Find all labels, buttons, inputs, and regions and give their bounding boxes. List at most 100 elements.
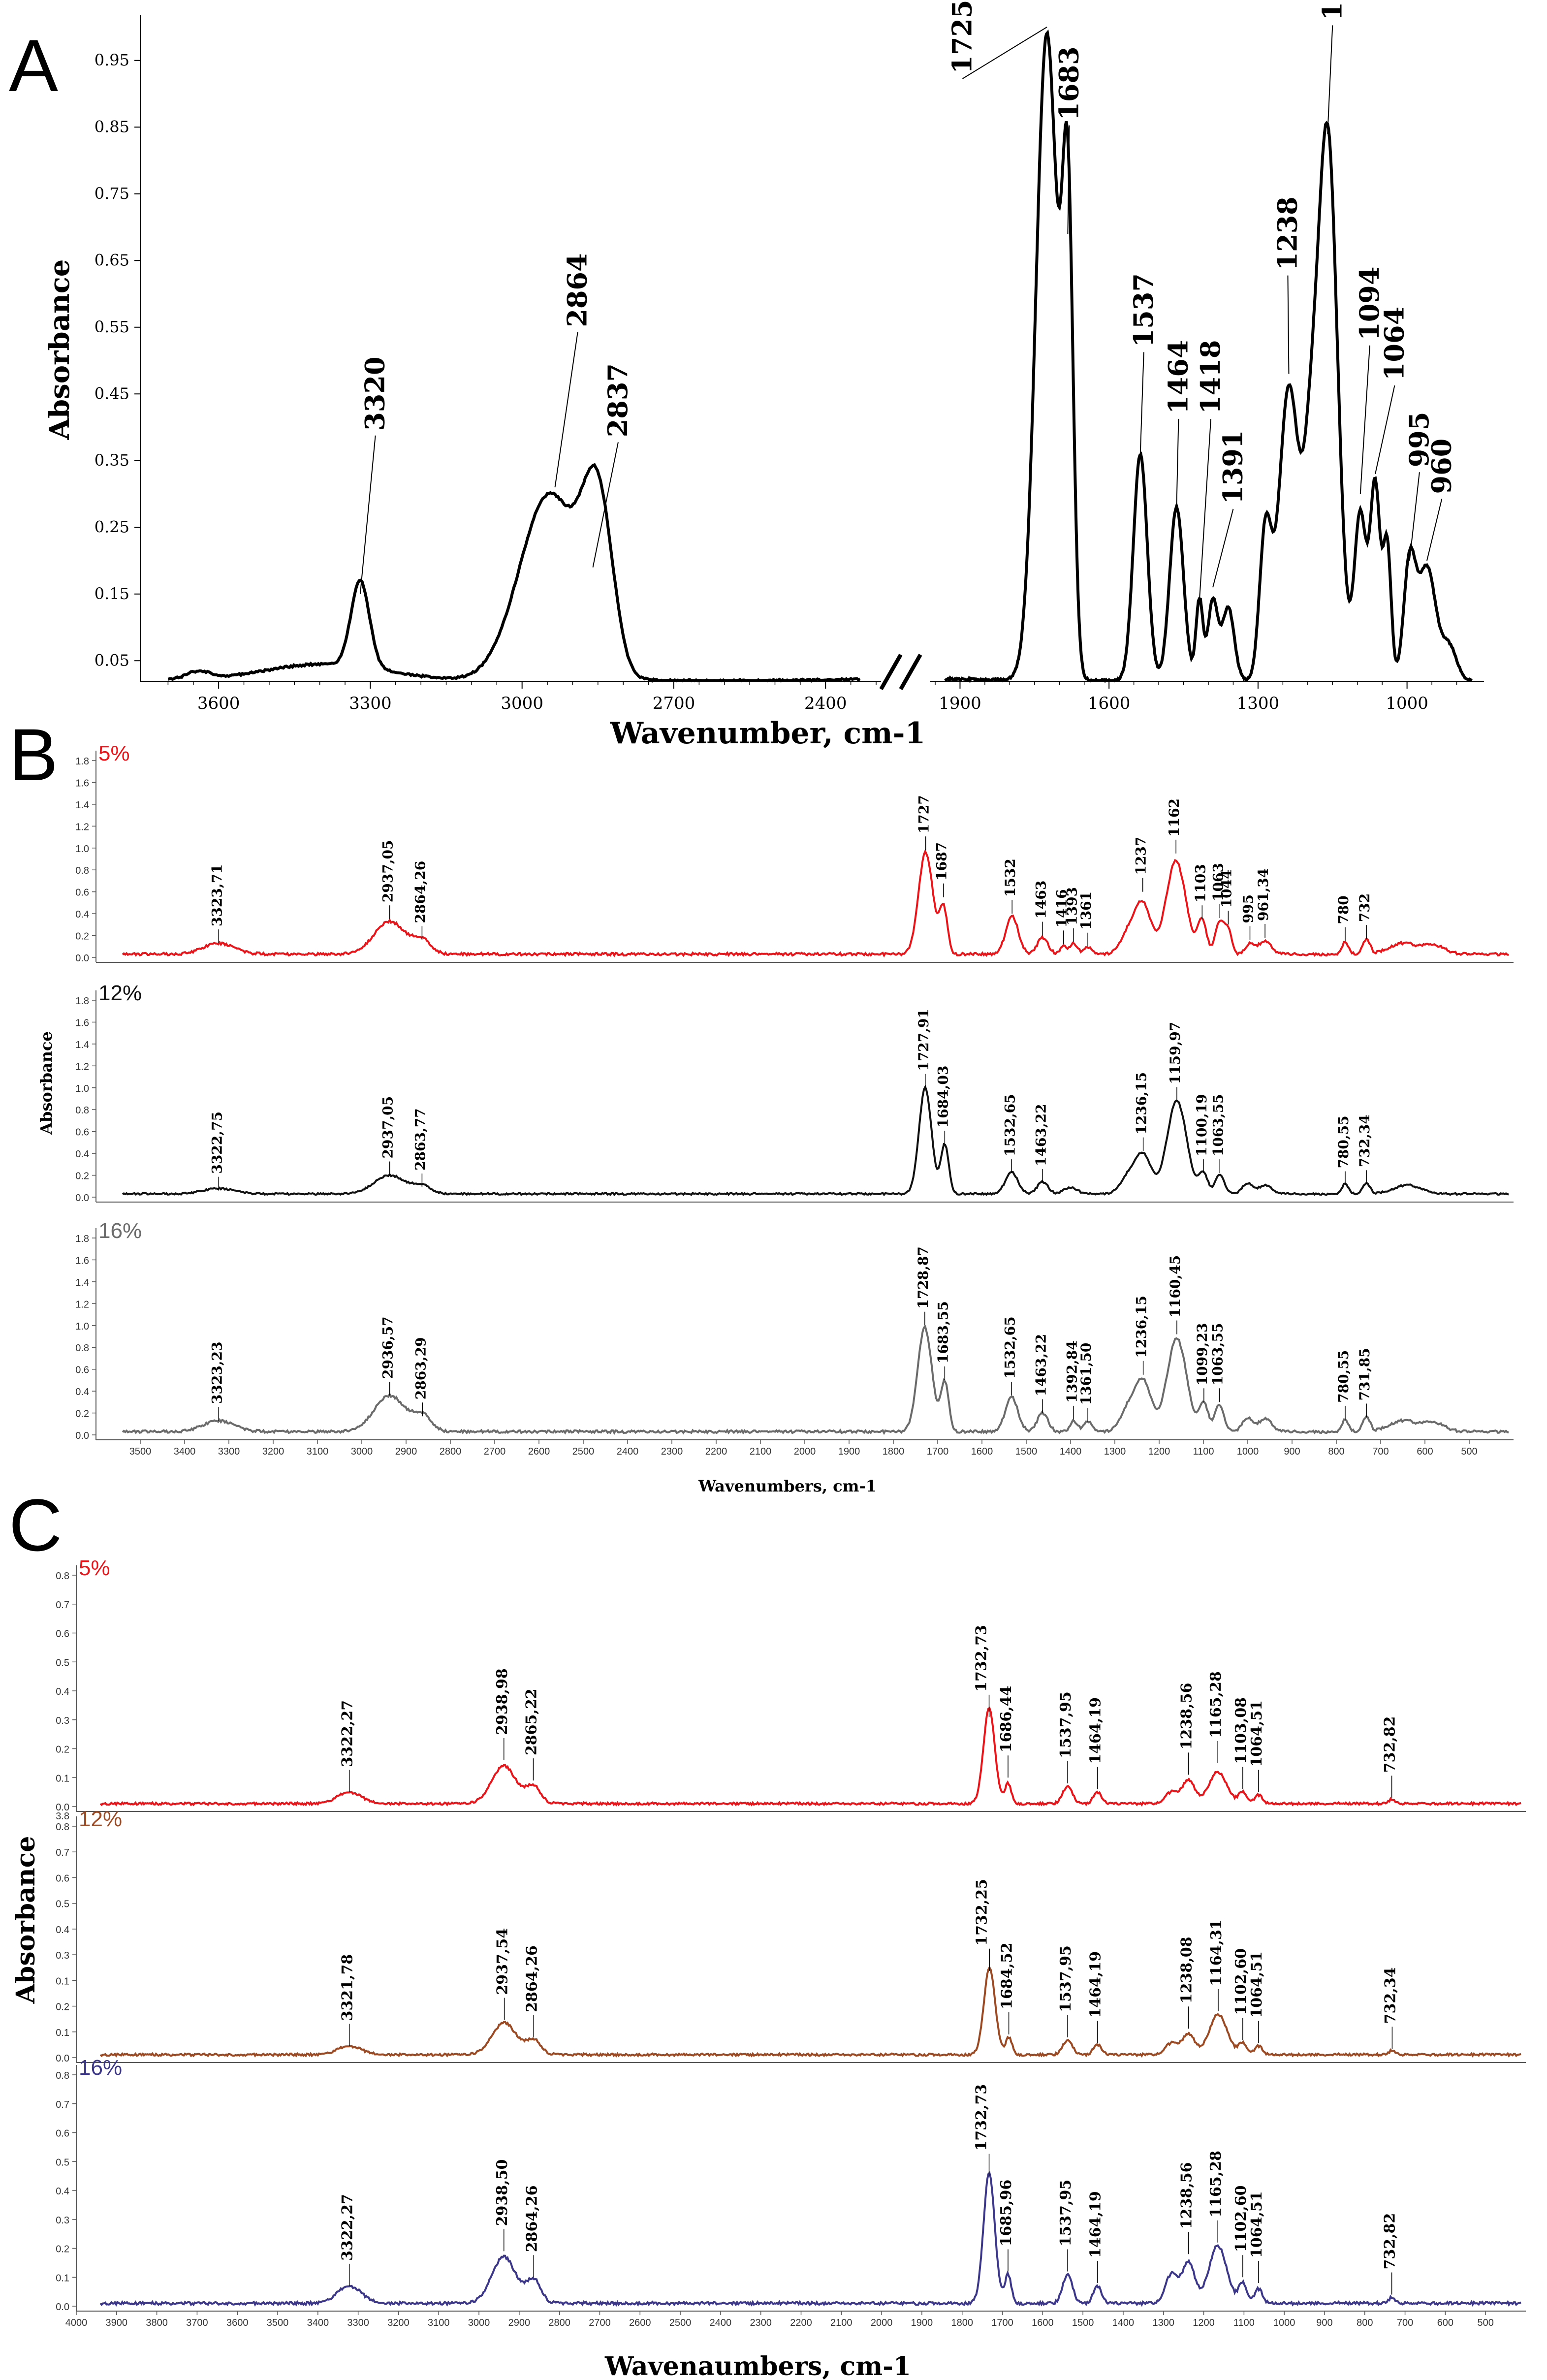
x-tick-label: 2300: [750, 2317, 772, 2328]
peak-label: 780,55: [1335, 1350, 1352, 1403]
x-tick-label: 2400: [710, 2317, 732, 2328]
subplot-12%: 0.0 0.1 0.2 0.1 0.3 0.4 0.5 0.6 0.7 0.83.8 12% 3321…: [56, 1807, 1526, 2064]
x-tick-label: 1900: [939, 694, 981, 713]
x-tick-label: 1600: [971, 1446, 993, 1457]
x-tick-label: 3200: [387, 2317, 410, 2328]
y-tick-label: 0.2: [56, 2244, 69, 2255]
y-tick-label: 0.5: [56, 1657, 69, 1668]
peak-label: 732,34: [1382, 1967, 1399, 2024]
y-tick-label: 0.0: [56, 2302, 69, 2313]
peak-label: 1532: [1002, 858, 1018, 897]
x-tick-label: 1400: [1112, 2317, 1135, 2328]
y-tick-label: 1.0: [75, 1321, 89, 1332]
peak-label: 2937,05: [380, 1096, 396, 1159]
x-tick-label: 1800: [951, 2317, 973, 2328]
subplot-5%: 0.0 0.2 0.4 0.6 0.8 1.0 1.2 1.4 1.6 1.8 5% 3323,71 2…: [75, 741, 1514, 964]
peak-label: 1393: [1064, 887, 1080, 925]
peak-label: 1063,55: [1209, 1323, 1226, 1386]
x-tick-label: 3800: [146, 2317, 168, 2328]
spectrum-line-12%: [99, 1965, 1521, 2058]
y-tick-label: 0.0: [75, 1193, 89, 1204]
y-tick-label: 1.4: [75, 1277, 89, 1288]
peak-label: 1100,19: [1194, 1094, 1210, 1156]
sample-label: 16%: [98, 1219, 142, 1243]
peak-leader: [1067, 125, 1070, 234]
y-tick-label: 0.6: [56, 1873, 69, 1884]
peak-label: 1463,22: [1033, 1104, 1049, 1166]
peak-leader: [1199, 418, 1212, 601]
peak-label: 2863,29: [412, 1337, 429, 1400]
peak-label: 1164,31: [1208, 1919, 1225, 1986]
x-tick-label: 3100: [428, 2317, 450, 2328]
peak-label: 1463,22: [1033, 1334, 1049, 1396]
panel-a-x-ticks: 3600 3300 3000 2700 2400 1900 1600 1300 1000: [167, 682, 1457, 713]
x-tick-label: 2700: [653, 694, 695, 713]
y-tick-label: 0.5: [56, 1899, 69, 1910]
peak-leader: [1359, 345, 1370, 494]
y-tick-label: 0.4: [75, 1149, 89, 1160]
y-tick-label: 0.95: [95, 51, 129, 69]
peak-label: 1687: [934, 842, 950, 881]
peak-label: 1165,28: [1207, 1671, 1225, 1738]
spectrum-line-16%: [122, 1325, 1509, 1435]
peak-label: 2938,50: [494, 2159, 511, 2226]
peak-label: 1685,96: [998, 2180, 1015, 2247]
x-tick-label: 2700: [589, 2317, 611, 2328]
y-tick-label: 0.4: [56, 1686, 69, 1697]
panel-a-y-axis-label: Absorbance: [43, 259, 76, 441]
spectrum-line-5%: [99, 1706, 1521, 1807]
peak-label: 1532,65: [1002, 1316, 1018, 1379]
peak-label: 1537,95: [1057, 2180, 1074, 2247]
peak-label: 1684,52: [999, 1942, 1016, 2009]
peak-label: 995: [1403, 412, 1435, 468]
y-tick-label: 0.8: [75, 865, 89, 876]
sample-label: 12%: [79, 1807, 122, 1831]
peak-label: 1727: [916, 795, 932, 833]
y-tick-label: 0.8: [56, 1822, 69, 1833]
peak-label: 1236,15: [1134, 1072, 1150, 1135]
peak-label: 732,34: [1357, 1114, 1373, 1167]
y-tick-label: 1.8: [75, 996, 89, 1007]
y-tick-label: 1.2: [75, 1299, 89, 1310]
peak-label: 2938,98: [494, 1668, 511, 1735]
x-tick-label: 3000: [468, 2317, 490, 2328]
axis-break-slash: [879, 654, 903, 690]
peak-label: 1725: [947, 0, 978, 74]
peak-label: 961,34: [1255, 868, 1271, 921]
peak-label: 1732,73: [973, 2084, 990, 2151]
peak-leader: [1426, 499, 1443, 561]
y-tick-label: 0.4: [56, 1925, 69, 1936]
x-tick-label: 1100: [1193, 1446, 1214, 1457]
x-tick-label: 1600: [1088, 694, 1131, 713]
x-tick-label: 2100: [750, 1446, 772, 1457]
peak-label: 732,82: [1382, 1716, 1399, 1773]
y-tick-label: 0.8: [56, 1571, 69, 1582]
y-tick-label: 0.1: [56, 1976, 69, 1987]
x-tick-label: 1000: [1273, 2317, 1295, 2328]
peak-label: 1732,25: [973, 1879, 990, 1946]
x-tick-label: 1700: [927, 1446, 949, 1457]
peak-label: 1238,08: [1178, 1937, 1195, 2004]
peak-label: 3323,71: [209, 864, 225, 926]
y-tick-label: 0.75: [95, 184, 129, 203]
x-tick-label: 3000: [351, 1446, 373, 1457]
y-tick-label: 0.85: [95, 117, 129, 136]
x-tick-label: 2000: [794, 1446, 816, 1457]
peak-label: 2864: [562, 253, 593, 327]
peak-label: 731,85: [1357, 1348, 1373, 1400]
x-tick-label: 600: [1437, 2317, 1453, 2328]
peak-label: 1728,87: [915, 1246, 931, 1309]
y-tick-label: 0.0: [75, 1430, 89, 1441]
peak-label: 1238,56: [1178, 1683, 1195, 1750]
x-tick-label: 2500: [572, 1446, 595, 1457]
y-tick-label: 1.0: [75, 1083, 89, 1094]
peak-label: 1532,65: [1002, 1094, 1018, 1156]
panel-letter-c: C: [9, 1484, 62, 1566]
peak-label: 1102,60: [1232, 2186, 1250, 2253]
x-tick-label: 3300: [218, 1446, 240, 1457]
peak-label: 1361: [1078, 891, 1094, 930]
spectrum-line-5%: [122, 849, 1509, 958]
y-tick-label: 0.2: [75, 1171, 89, 1182]
x-tick-label: 900: [1284, 1446, 1300, 1457]
